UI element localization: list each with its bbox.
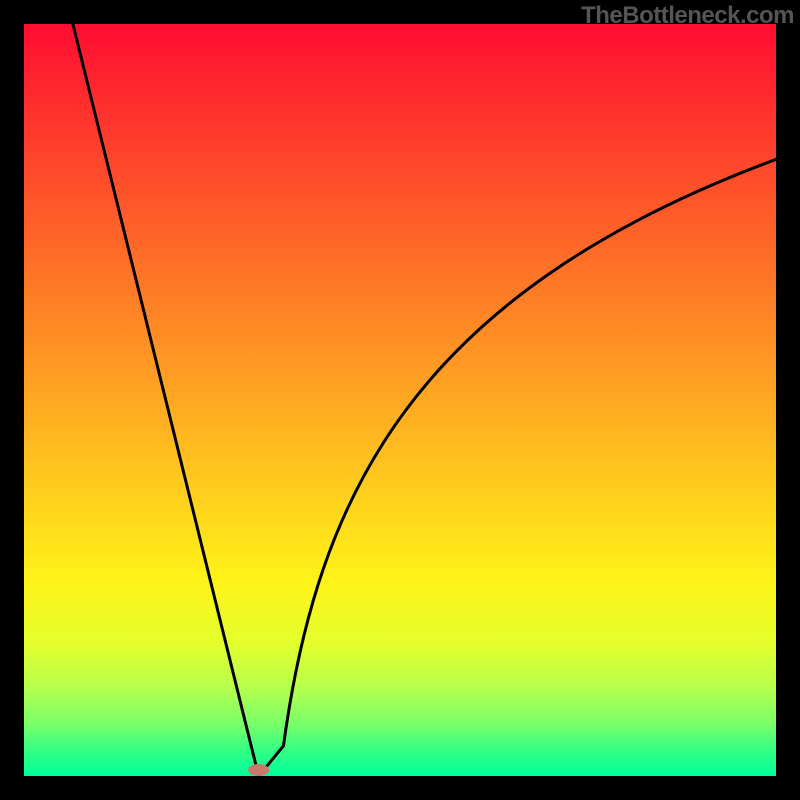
plot-area: [24, 24, 776, 776]
bottleneck-curve: [73, 24, 776, 776]
bottleneck-curve-svg: [24, 24, 776, 776]
vertex-marker: [248, 764, 269, 776]
watermark-text: TheBottleneck.com: [581, 2, 794, 30]
